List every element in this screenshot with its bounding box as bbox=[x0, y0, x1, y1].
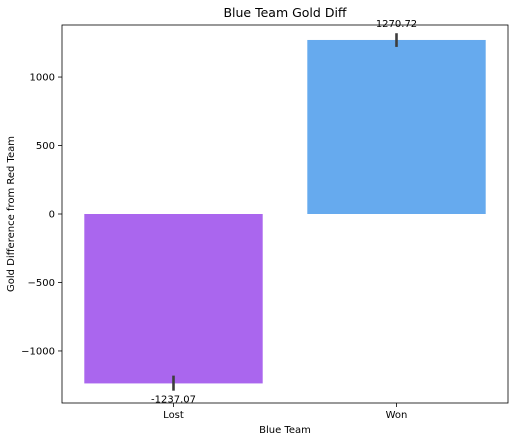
y-tick-label: 500 bbox=[36, 141, 55, 152]
x-tick-label-won: Won bbox=[386, 410, 408, 421]
bar-won bbox=[307, 39, 486, 214]
x-axis-label: Blue Team bbox=[259, 425, 311, 436]
bar-lost bbox=[84, 214, 263, 384]
x-tick-label-lost: Lost bbox=[163, 410, 184, 421]
data-label-lost: -1237.07 bbox=[151, 395, 196, 406]
y-tick-label: −500 bbox=[28, 278, 55, 289]
y-tick-label: −1000 bbox=[21, 346, 55, 357]
y-axis-label: Gold Difference from Red Team bbox=[6, 136, 17, 292]
y-tick-label: 0 bbox=[49, 210, 55, 221]
plot-frame bbox=[61, 24, 509, 404]
y-tick-label: 1000 bbox=[30, 73, 55, 84]
chart-title: Blue Team Gold Diff bbox=[223, 5, 346, 20]
